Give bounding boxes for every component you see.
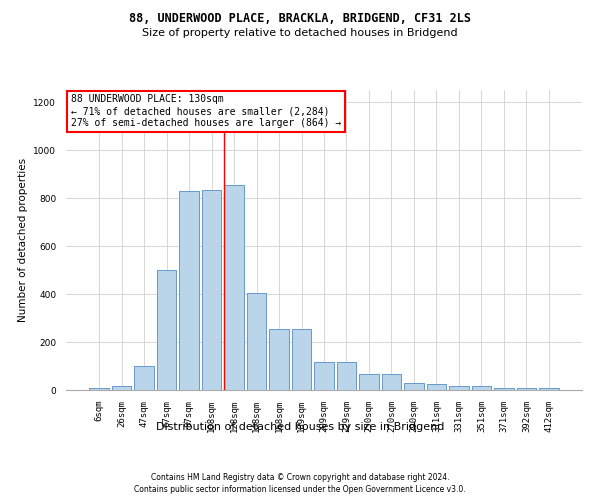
- Text: 88, UNDERWOOD PLACE, BRACKLA, BRIDGEND, CF31 2LS: 88, UNDERWOOD PLACE, BRACKLA, BRIDGEND, …: [129, 12, 471, 26]
- Bar: [112, 386, 131, 390]
- Bar: [472, 386, 491, 390]
- Bar: [314, 362, 334, 390]
- Bar: [517, 388, 536, 390]
- Y-axis label: Number of detached properties: Number of detached properties: [18, 158, 28, 322]
- Bar: [224, 185, 244, 390]
- Bar: [134, 366, 154, 390]
- Bar: [427, 384, 446, 390]
- Bar: [382, 374, 401, 390]
- Text: Size of property relative to detached houses in Bridgend: Size of property relative to detached ho…: [142, 28, 458, 38]
- Text: Distribution of detached houses by size in Bridgend: Distribution of detached houses by size …: [156, 422, 444, 432]
- Bar: [404, 383, 424, 390]
- Bar: [89, 388, 109, 390]
- Bar: [449, 386, 469, 390]
- Text: Contains public sector information licensed under the Open Government Licence v3: Contains public sector information licen…: [134, 485, 466, 494]
- Text: 88 UNDERWOOD PLACE: 130sqm
← 71% of detached houses are smaller (2,284)
27% of s: 88 UNDERWOOD PLACE: 130sqm ← 71% of deta…: [71, 94, 341, 128]
- Bar: [247, 293, 266, 390]
- Bar: [157, 270, 176, 390]
- Bar: [337, 362, 356, 390]
- Bar: [202, 190, 221, 390]
- Bar: [539, 388, 559, 390]
- Text: Contains HM Land Registry data © Crown copyright and database right 2024.: Contains HM Land Registry data © Crown c…: [151, 472, 449, 482]
- Bar: [494, 388, 514, 390]
- Bar: [179, 191, 199, 390]
- Bar: [359, 374, 379, 390]
- Bar: [292, 329, 311, 390]
- Bar: [269, 329, 289, 390]
